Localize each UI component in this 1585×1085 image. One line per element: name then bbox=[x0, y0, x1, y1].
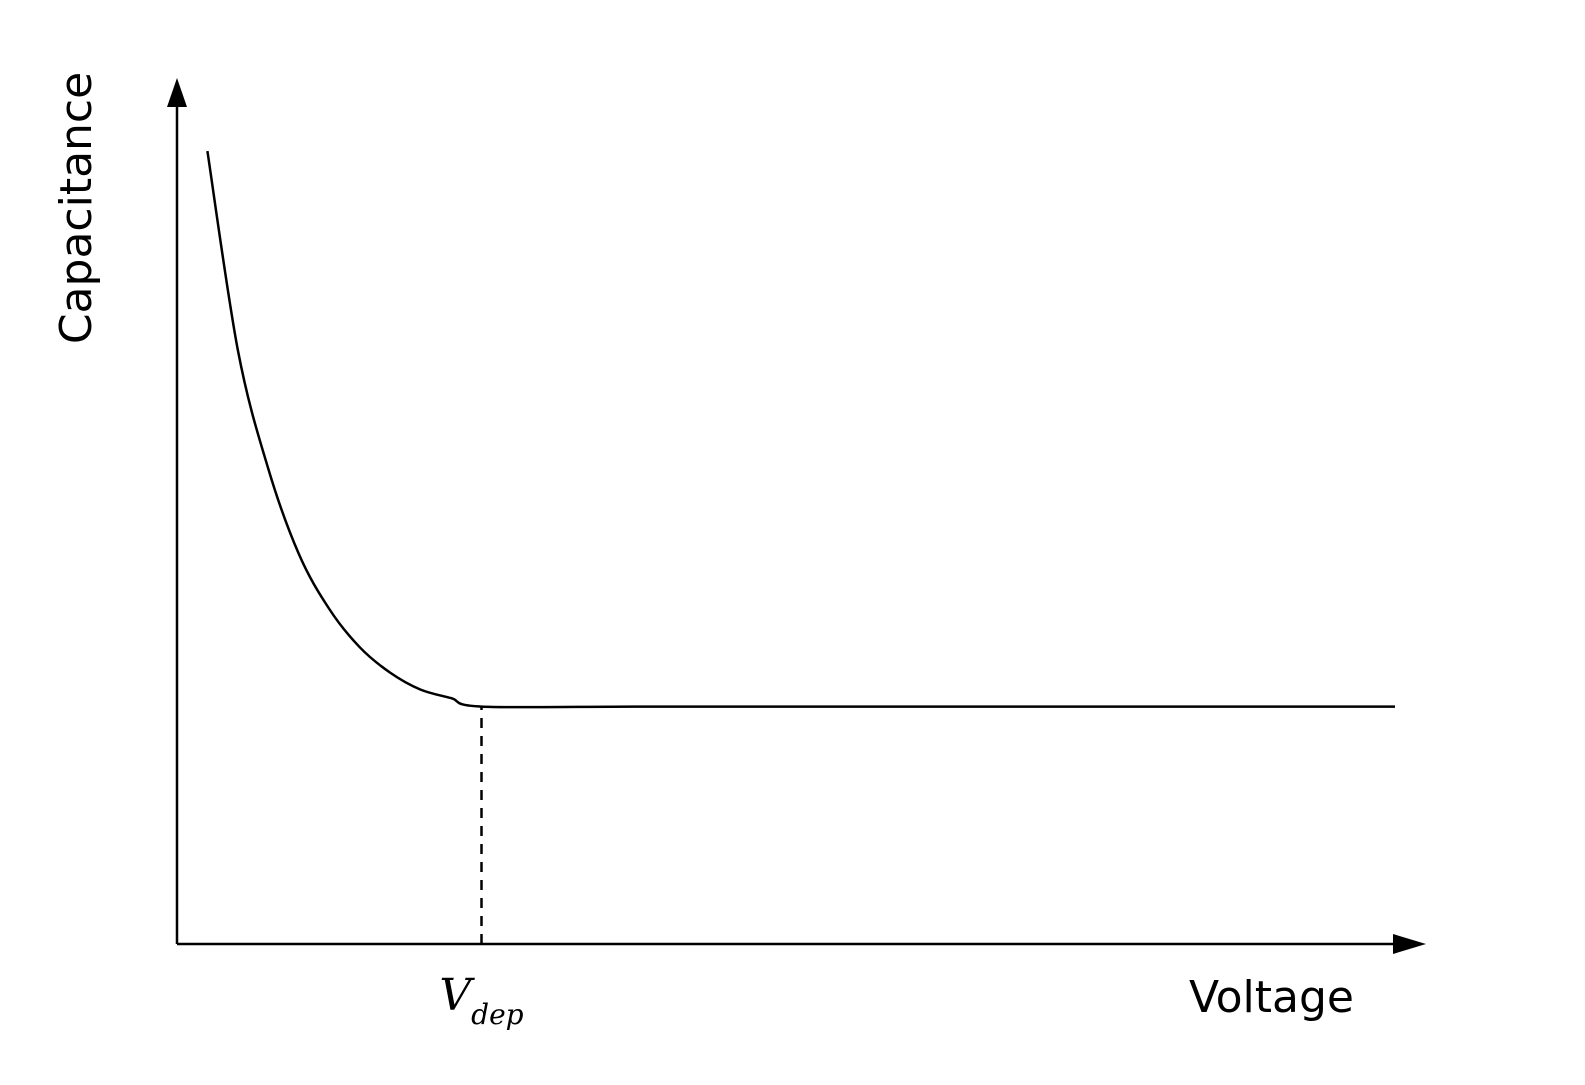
depletion-voltage-label: Vdep bbox=[439, 970, 523, 1031]
capacitance-curve-0 bbox=[206, 150, 1395, 709]
y-axis-title: Capacitance bbox=[51, 72, 102, 344]
plot-layer: Vdep bbox=[206, 150, 1395, 1031]
y-axis-arrowhead bbox=[167, 78, 187, 107]
depletion-voltage-label-sub: dep bbox=[471, 998, 523, 1031]
x-axis-title: Voltage bbox=[1189, 972, 1354, 1023]
y-axis: Capacitance bbox=[51, 72, 187, 944]
depletion-voltage-label-main: V bbox=[439, 970, 475, 1021]
x-axis-arrowhead bbox=[1393, 934, 1426, 954]
x-axis: Voltage bbox=[177, 934, 1426, 1023]
